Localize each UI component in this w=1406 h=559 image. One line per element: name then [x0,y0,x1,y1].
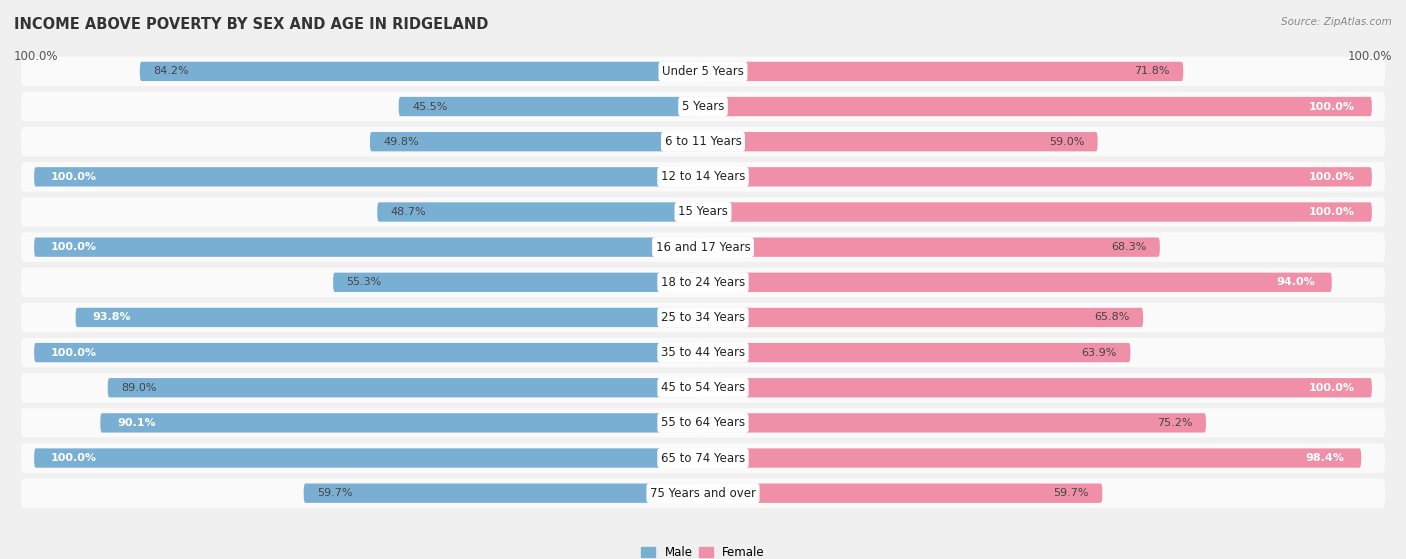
FancyBboxPatch shape [370,132,703,151]
FancyBboxPatch shape [703,343,1130,362]
FancyBboxPatch shape [703,202,1372,222]
FancyBboxPatch shape [34,167,703,187]
Text: 100.0%: 100.0% [14,50,59,63]
FancyBboxPatch shape [21,373,1385,402]
Text: 45 to 54 Years: 45 to 54 Years [661,381,745,394]
Text: 25 to 34 Years: 25 to 34 Years [661,311,745,324]
Text: 100.0%: 100.0% [51,242,97,252]
Text: 63.9%: 63.9% [1081,348,1116,358]
FancyBboxPatch shape [703,97,1372,116]
FancyBboxPatch shape [34,343,703,362]
FancyBboxPatch shape [703,132,1098,151]
Text: 48.7%: 48.7% [391,207,426,217]
FancyBboxPatch shape [703,378,1372,397]
Text: 12 to 14 Years: 12 to 14 Years [661,170,745,183]
FancyBboxPatch shape [703,167,1372,187]
Text: 100.0%: 100.0% [51,453,97,463]
FancyBboxPatch shape [703,413,1206,433]
FancyBboxPatch shape [21,197,1385,227]
FancyBboxPatch shape [21,233,1385,262]
Text: 55 to 64 Years: 55 to 64 Years [661,416,745,429]
Text: 100.0%: 100.0% [1347,50,1392,63]
FancyBboxPatch shape [377,202,703,222]
Text: Under 5 Years: Under 5 Years [662,65,744,78]
Text: 100.0%: 100.0% [1309,383,1355,393]
Text: 59.7%: 59.7% [1053,488,1088,498]
FancyBboxPatch shape [108,378,703,397]
Text: 75.2%: 75.2% [1157,418,1192,428]
Text: 15 Years: 15 Years [678,206,728,219]
Text: 65.8%: 65.8% [1094,312,1130,323]
Text: 71.8%: 71.8% [1135,67,1170,77]
Text: 45.5%: 45.5% [412,102,447,112]
Legend: Male, Female: Male, Female [637,542,769,559]
FancyBboxPatch shape [34,448,703,468]
FancyBboxPatch shape [21,338,1385,367]
FancyBboxPatch shape [304,484,703,503]
Text: 49.8%: 49.8% [384,137,419,146]
FancyBboxPatch shape [703,448,1361,468]
Text: 65 to 74 Years: 65 to 74 Years [661,452,745,465]
Text: 100.0%: 100.0% [51,348,97,358]
Text: 98.4%: 98.4% [1306,453,1344,463]
FancyBboxPatch shape [21,162,1385,192]
FancyBboxPatch shape [21,127,1385,157]
FancyBboxPatch shape [703,238,1160,257]
Text: 100.0%: 100.0% [1309,102,1355,112]
Text: 84.2%: 84.2% [153,67,188,77]
Text: 100.0%: 100.0% [51,172,97,182]
FancyBboxPatch shape [34,238,703,257]
Text: 68.3%: 68.3% [1111,242,1146,252]
FancyBboxPatch shape [21,408,1385,438]
FancyBboxPatch shape [333,273,703,292]
FancyBboxPatch shape [703,273,1331,292]
Text: 16 and 17 Years: 16 and 17 Years [655,240,751,254]
FancyBboxPatch shape [21,92,1385,121]
Text: 89.0%: 89.0% [121,383,156,393]
FancyBboxPatch shape [21,268,1385,297]
Text: 93.8%: 93.8% [93,312,131,323]
FancyBboxPatch shape [21,479,1385,508]
Text: Source: ZipAtlas.com: Source: ZipAtlas.com [1281,17,1392,27]
Text: 6 to 11 Years: 6 to 11 Years [665,135,741,148]
Text: 100.0%: 100.0% [1309,207,1355,217]
Text: 18 to 24 Years: 18 to 24 Years [661,276,745,289]
FancyBboxPatch shape [21,56,1385,86]
FancyBboxPatch shape [399,97,703,116]
Text: INCOME ABOVE POVERTY BY SEX AND AGE IN RIDGELAND: INCOME ABOVE POVERTY BY SEX AND AGE IN R… [14,17,488,32]
Text: 5 Years: 5 Years [682,100,724,113]
Text: 59.7%: 59.7% [318,488,353,498]
FancyBboxPatch shape [703,61,1184,81]
FancyBboxPatch shape [703,308,1143,327]
FancyBboxPatch shape [21,443,1385,473]
FancyBboxPatch shape [139,61,703,81]
FancyBboxPatch shape [21,302,1385,332]
Text: 90.1%: 90.1% [117,418,156,428]
Text: 55.3%: 55.3% [346,277,382,287]
Text: 35 to 44 Years: 35 to 44 Years [661,346,745,359]
Text: 100.0%: 100.0% [1309,172,1355,182]
Text: 59.0%: 59.0% [1049,137,1084,146]
FancyBboxPatch shape [76,308,703,327]
Text: 94.0%: 94.0% [1277,277,1315,287]
FancyBboxPatch shape [703,484,1102,503]
FancyBboxPatch shape [100,413,703,433]
Text: 75 Years and over: 75 Years and over [650,487,756,500]
